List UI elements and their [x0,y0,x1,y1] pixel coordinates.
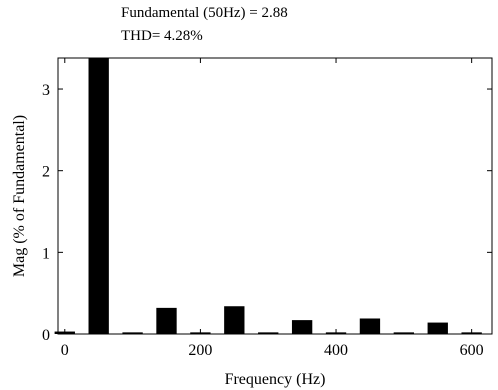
y-tick-label-3: 3 [42,82,50,99]
bar-100hz [122,332,143,334]
ticks-layer: 0 200 400 600 0 1 2 3 [42,58,492,359]
y-tick-label-0: 0 [42,327,50,344]
x-tick-label-600: 600 [460,342,484,359]
bar-50hz [88,58,109,334]
x-tick-label-0: 0 [61,342,69,359]
x-tick-label-200: 200 [188,342,212,359]
bar-300hz [258,332,279,334]
bar-150hz [156,307,177,334]
bar-550hz [427,322,448,334]
y-axis-label: Mag (% of Fundamental) [11,115,28,277]
bar-250hz [224,306,245,334]
axes-box [57,57,493,335]
bars-layer [54,58,482,334]
y-tick-label-2: 2 [42,164,50,181]
bar-350hz [291,320,313,334]
bar-450hz [359,318,381,334]
x-axis-label: Frequency (Hz) [225,371,326,388]
chart-title-fundamental: Fundamental (50Hz) = 2.88 [121,5,288,21]
x-tick-label-400: 400 [324,342,348,359]
y-tick-label-1: 1 [42,245,50,262]
chart-title-thd: THD= 4.28% [121,28,203,44]
bar-500hz [393,332,415,334]
